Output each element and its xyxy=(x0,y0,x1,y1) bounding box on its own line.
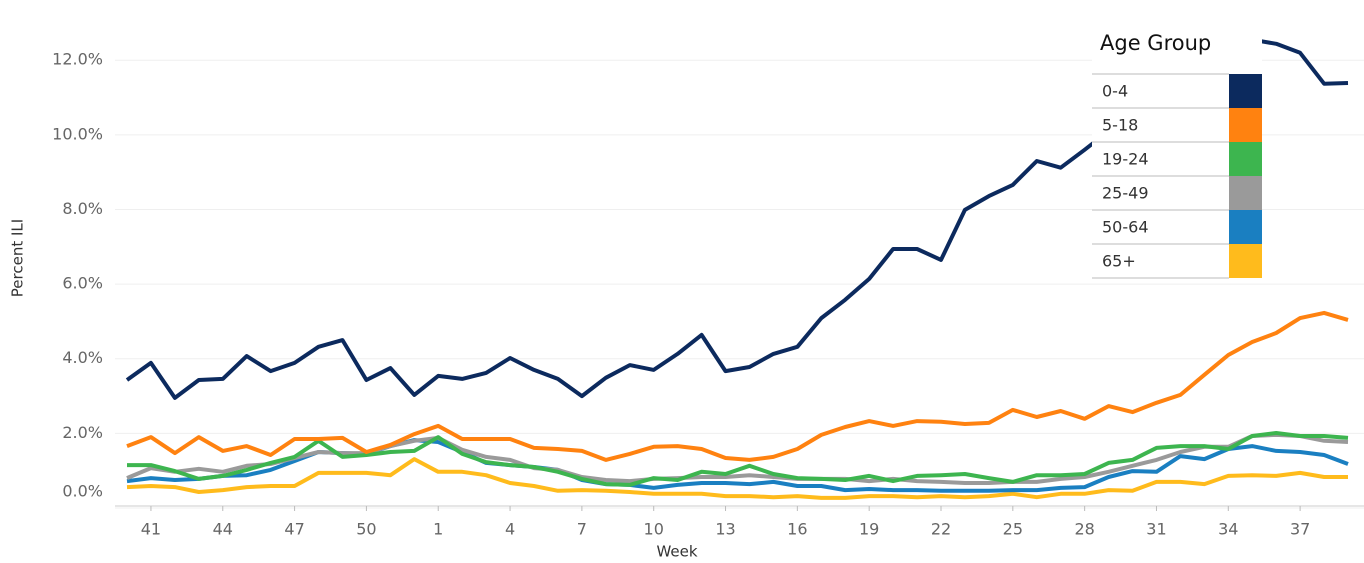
legend-title: Age Group xyxy=(1100,31,1211,55)
y-tick-label: 4.0% xyxy=(62,348,103,367)
y-tick-label: 12.0% xyxy=(52,50,103,69)
x-tick-label: 7 xyxy=(577,520,587,539)
y-tick-label: 0.0% xyxy=(62,482,103,501)
x-tick-label: 44 xyxy=(213,520,233,539)
x-tick-label: 50 xyxy=(356,520,376,539)
series-line xyxy=(126,432,1349,485)
legend-swatch xyxy=(1229,142,1262,176)
x-tick-label: 19 xyxy=(859,520,879,539)
legend-swatch xyxy=(1229,108,1262,142)
legend-label: 19-24 xyxy=(1102,150,1149,169)
x-tick-label: 41 xyxy=(141,520,161,539)
x-axis-label: Week xyxy=(656,543,697,561)
y-axis-label: Percent ILI xyxy=(9,219,27,297)
legend-swatch xyxy=(1229,244,1262,278)
legend-label: 50-64 xyxy=(1102,218,1149,237)
series-line xyxy=(127,431,1349,487)
y-tick-label: 10.0% xyxy=(52,124,103,143)
x-tick-label: 37 xyxy=(1290,520,1310,539)
legend-swatch xyxy=(1229,176,1262,210)
x-tick-label: 10 xyxy=(644,520,664,539)
x-tick-label: 25 xyxy=(1003,520,1023,539)
x-tick-label: 16 xyxy=(787,520,807,539)
legend-swatch xyxy=(1229,74,1262,108)
x-tick-label: 28 xyxy=(1074,520,1094,539)
legend-swatch xyxy=(1229,210,1262,244)
series-line xyxy=(126,310,1349,462)
y-tick-label: 8.0% xyxy=(62,199,103,218)
x-tick-label: 47 xyxy=(284,520,304,539)
x-tick-label: 34 xyxy=(1218,520,1238,539)
x-tick-label: 4 xyxy=(505,520,515,539)
series-line xyxy=(126,457,1348,500)
y-tick-label: 2.0% xyxy=(62,423,103,442)
x-tick-label: 31 xyxy=(1146,520,1166,539)
legend-label: 0-4 xyxy=(1102,82,1128,101)
x-tick-label: 13 xyxy=(715,520,735,539)
legend-label: 5-18 xyxy=(1102,116,1138,135)
x-tick-label: 1 xyxy=(433,520,443,539)
x-tick-label: 22 xyxy=(931,520,951,539)
legend-label: 25-49 xyxy=(1102,184,1149,203)
legend-label: 65+ xyxy=(1102,252,1136,271)
y-tick-label: 6.0% xyxy=(62,274,103,293)
